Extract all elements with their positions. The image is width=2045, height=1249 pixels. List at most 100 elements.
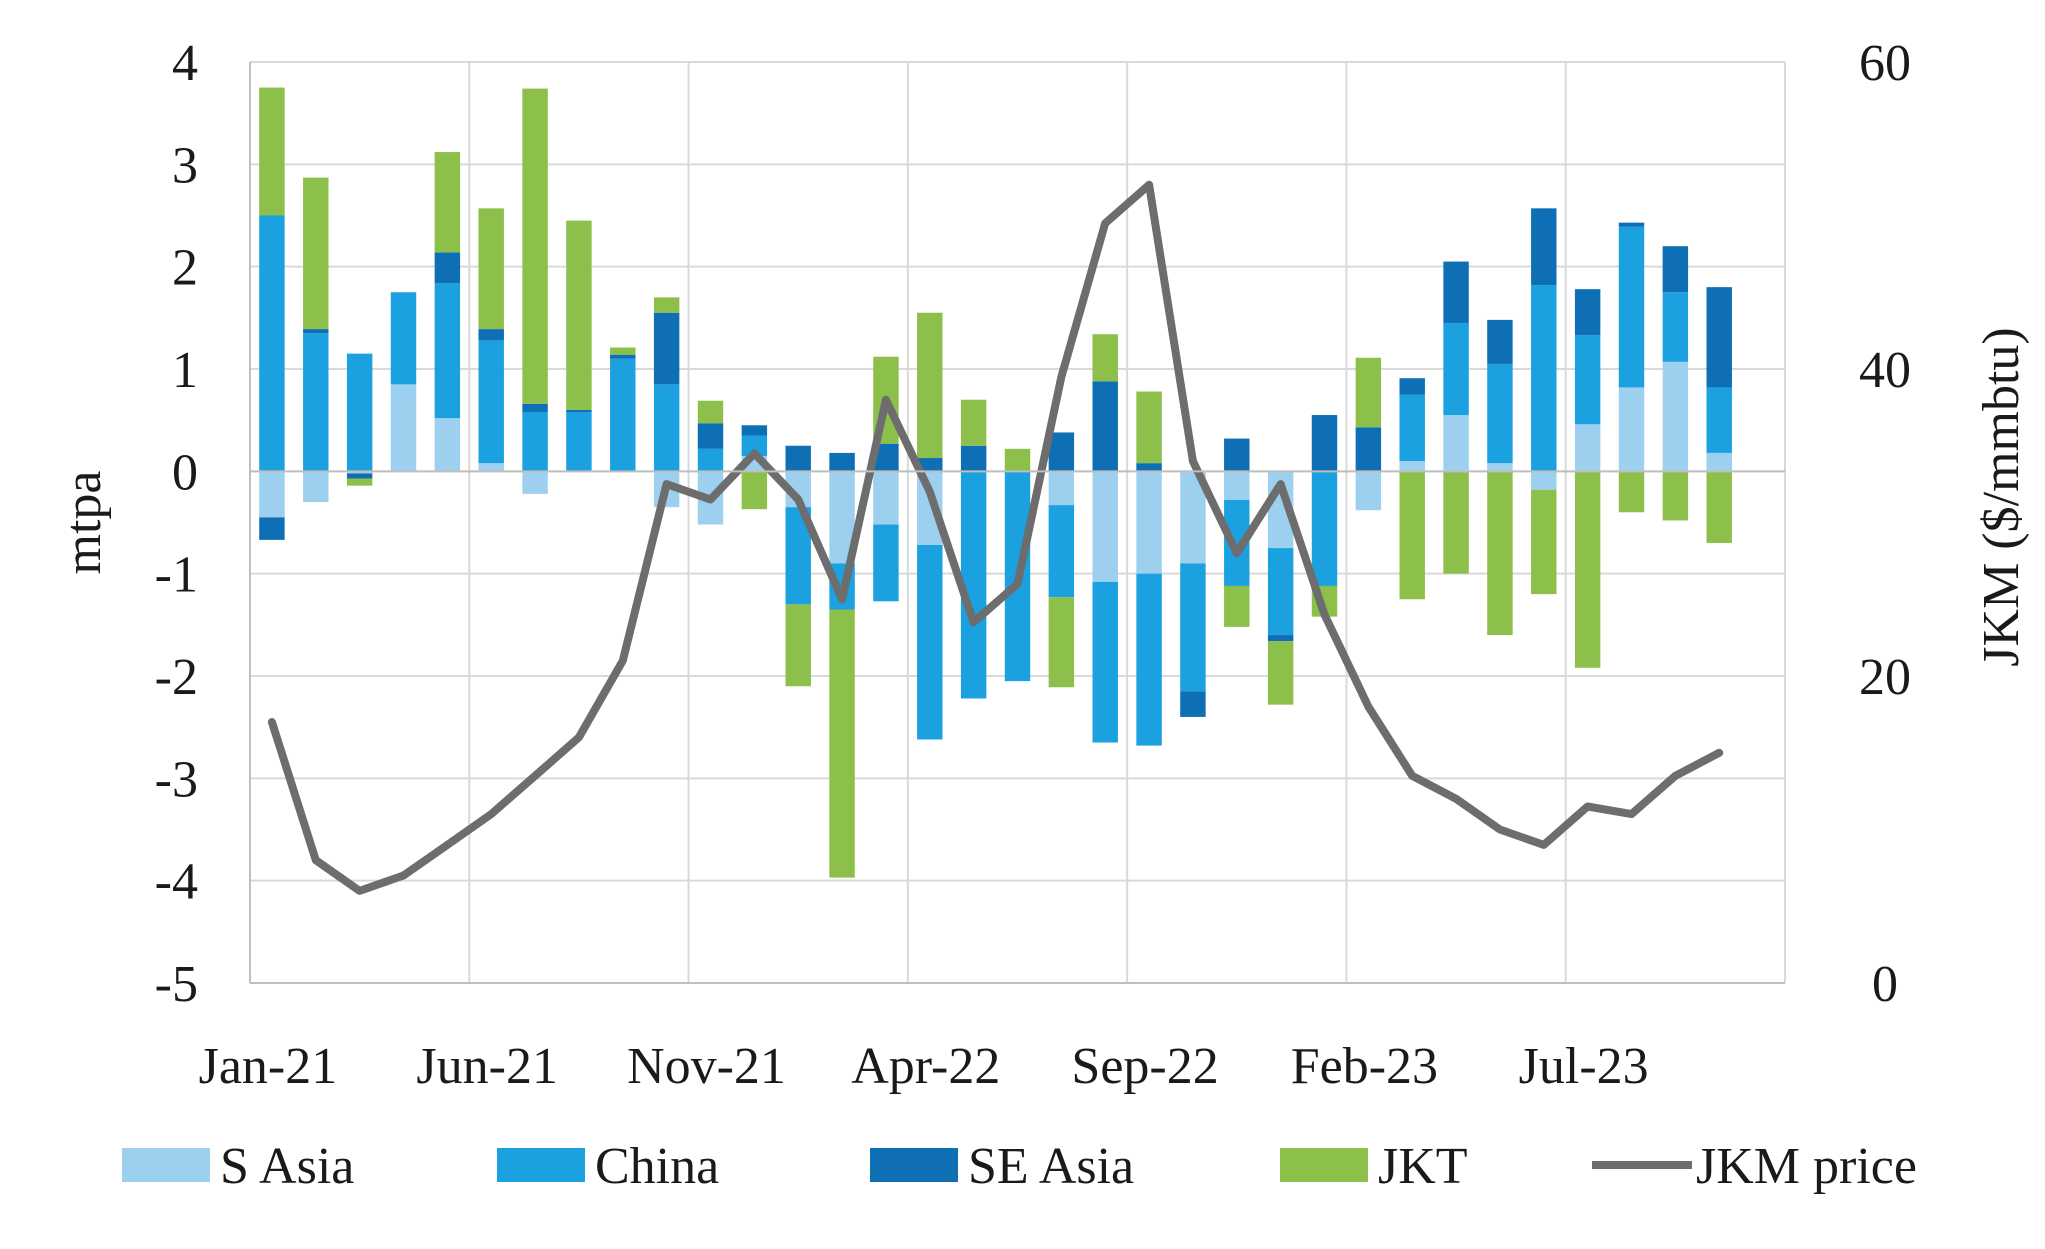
bar-s-asia-nov-22 <box>1224 471 1250 500</box>
bar-china-apr-22 <box>917 545 943 740</box>
legend-swatch-s-asia <box>122 1148 210 1182</box>
y-tick-label: 0 <box>172 444 198 501</box>
bar-se-asia-dec-22 <box>1267 635 1294 642</box>
bar-jkt-aug-21 <box>566 220 592 410</box>
bar-jkt-may-23 <box>1487 471 1513 636</box>
bar-se-asia-feb-22 <box>829 452 855 472</box>
bar-s-asia-jul-22 <box>1048 471 1075 506</box>
bar-china-jan-21 <box>259 215 285 472</box>
bar-china-sep-23 <box>1662 292 1689 362</box>
y2-tick-label: 20 <box>1859 649 1911 706</box>
bar-se-asia-dec-21 <box>741 425 768 436</box>
bar-s-asia-aug-23 <box>1618 387 1645 472</box>
bar-se-asia-oct-23 <box>1706 287 1732 388</box>
legend-item-china: China <box>497 1138 719 1195</box>
bar-s-asia-jan-21 <box>259 471 285 518</box>
bar-jkt-mar-21 <box>346 478 373 486</box>
bar-china-jan-23 <box>1311 471 1338 586</box>
bar-jkt-aug-23 <box>1618 471 1645 513</box>
bar-jkt-feb-22 <box>829 609 855 878</box>
bar-se-asia-feb-21 <box>303 329 329 334</box>
bar-se-asia-may-23 <box>1487 319 1513 364</box>
legend-label: China <box>595 1138 719 1195</box>
bar-s-asia-jul-23 <box>1574 424 1601 472</box>
bar-se-asia-jun-23 <box>1531 208 1557 286</box>
bar-jkt-feb-21 <box>303 177 329 330</box>
y-tick-label: -2 <box>155 649 198 706</box>
bar-se-asia-may-21 <box>434 252 461 284</box>
bar-china-oct-23 <box>1706 387 1732 453</box>
legend-label: S Asia <box>220 1138 354 1195</box>
bar-china-aug-22 <box>1092 581 1118 743</box>
bar-s-asia-jun-21 <box>478 463 504 472</box>
bar-se-asia-nov-21 <box>697 423 724 449</box>
bar-se-asia-oct-22 <box>1180 691 1206 717</box>
bar-china-oct-21 <box>653 384 680 472</box>
bar-china-dec-22 <box>1267 548 1294 636</box>
bar-se-asia-jul-21 <box>522 403 548 412</box>
bar-se-asia-jul-22 <box>1048 432 1075 472</box>
bar-jkt-sep-22 <box>1136 391 1162 464</box>
bar-se-asia-mar-23 <box>1399 378 1425 395</box>
bar-china-may-21 <box>434 283 461 419</box>
bar-s-asia-sep-23 <box>1662 361 1689 472</box>
bar-se-asia-mar-21 <box>346 473 373 479</box>
bar-china-jun-21 <box>478 340 504 464</box>
bar-jkt-nov-21 <box>697 400 724 424</box>
x-tick-label: Jun-21 <box>416 1038 558 1095</box>
bar-se-asia-aug-23 <box>1618 222 1645 227</box>
legend-label: SE Asia <box>968 1138 1134 1195</box>
y-tick-label: -1 <box>155 547 198 604</box>
bar-jkt-jan-22 <box>785 604 811 687</box>
bar-jkt-feb-23 <box>1355 357 1382 428</box>
series-line-jkm-price <box>267 180 1724 895</box>
bar-se-asia-feb-23 <box>1355 427 1382 472</box>
bar-se-asia-jan-23 <box>1311 415 1338 472</box>
legend-swatch-china <box>497 1148 585 1182</box>
bar-se-asia-sep-22 <box>1136 463 1162 472</box>
bar-jkt-jun-22 <box>1004 448 1031 472</box>
bar-jkt-may-21 <box>434 152 461 253</box>
bar-s-asia-may-21 <box>434 418 461 472</box>
bar-china-mar-22 <box>873 524 899 602</box>
axes: 4 3 2 1 0 -1 -2 -3 -4 -5 60 40 20 0 Jan-21 Jun-21 Nov-21… <box>55 35 2030 1095</box>
bar-jkt-jul-22 <box>1048 597 1075 688</box>
legend-item-se-asia: SE Asia <box>870 1138 1134 1195</box>
bar-s-asia-aug-22 <box>1092 471 1118 582</box>
bar-jkt-jul-21 <box>522 88 548 404</box>
bar-china-may-23 <box>1487 363 1513 464</box>
bar-se-asia-jun-21 <box>478 329 504 341</box>
bar-china-feb-21 <box>303 333 329 472</box>
bar-china-aug-23 <box>1618 226 1645 388</box>
bar-jkt-dec-22 <box>1267 641 1294 705</box>
bar-se-asia-apr-23 <box>1443 261 1469 323</box>
x-tick-label: Nov-21 <box>627 1038 786 1095</box>
bar-china-apr-23 <box>1443 322 1469 416</box>
legend-item-s-asia: S Asia <box>122 1138 354 1195</box>
bar-jkt-oct-21 <box>653 297 680 313</box>
bar-se-asia-sep-21 <box>610 354 636 359</box>
bar-china-sep-22 <box>1136 573 1162 746</box>
bar-se-asia-may-22 <box>960 445 987 472</box>
y-tick-label: 4 <box>172 35 198 92</box>
bar-s-asia-apr-23 <box>1443 415 1469 472</box>
bar-s-asia-mar-22 <box>873 471 899 525</box>
bar-se-asia-apr-22 <box>917 458 943 472</box>
bars <box>259 87 1732 878</box>
bar-china-nov-21 <box>697 448 724 472</box>
bar-s-asia-apr-21 <box>390 384 417 472</box>
bar-china-oct-22 <box>1180 563 1206 692</box>
bar-china-mar-21 <box>346 353 373 472</box>
y2-tick-label: 40 <box>1859 342 1911 399</box>
bar-jkt-nov-22 <box>1224 585 1250 627</box>
bar-jkt-apr-22 <box>917 312 943 459</box>
y-tick-label: 1 <box>172 342 198 399</box>
bar-jkt-mar-23 <box>1399 471 1425 600</box>
x-tick-label: Apr-22 <box>851 1038 1000 1095</box>
y-tick-label: -3 <box>155 751 198 808</box>
bar-jkt-jul-23 <box>1574 471 1601 668</box>
bar-s-asia-feb-21 <box>303 471 329 503</box>
legend-label: JKT <box>1378 1138 1468 1195</box>
bar-se-asia-jul-23 <box>1574 289 1601 336</box>
